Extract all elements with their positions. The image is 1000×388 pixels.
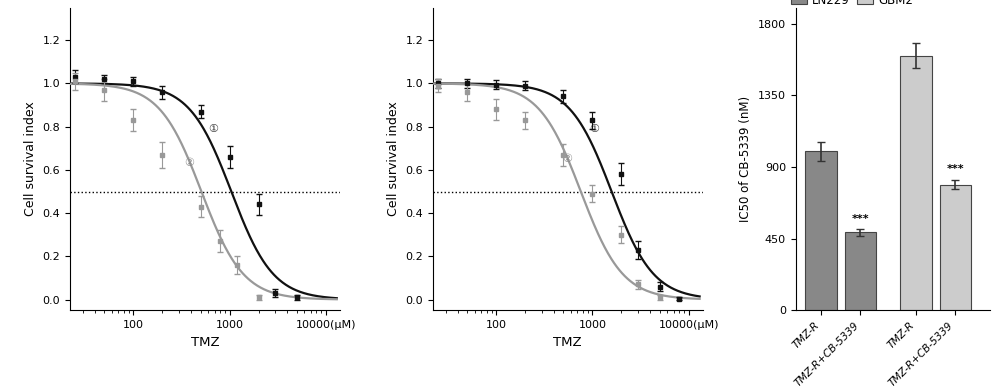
Text: ①: ①: [208, 124, 218, 134]
Y-axis label: IC50 of CB-5339 (nM): IC50 of CB-5339 (nM): [739, 96, 752, 222]
Text: ②: ②: [184, 158, 194, 168]
Text: ①: ①: [589, 124, 599, 134]
Text: ***: ***: [852, 213, 869, 223]
Legend: LN229, GBM2: LN229, GBM2: [786, 0, 918, 12]
X-axis label: TMZ: TMZ: [553, 336, 582, 349]
Y-axis label: Cell survival index: Cell survival index: [387, 102, 400, 217]
Bar: [845, 232, 876, 310]
Bar: [940, 185, 971, 310]
Y-axis label: Cell survival index: Cell survival index: [24, 102, 37, 217]
Text: ②: ②: [562, 154, 572, 164]
Bar: [900, 55, 932, 310]
Text: ***: ***: [946, 164, 964, 174]
X-axis label: TMZ: TMZ: [191, 336, 219, 349]
Bar: [805, 151, 837, 310]
